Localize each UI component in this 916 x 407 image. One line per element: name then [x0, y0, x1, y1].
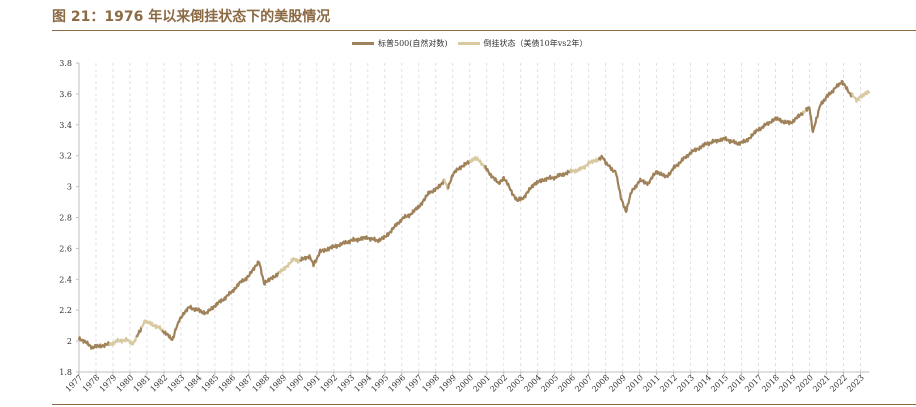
x-tick-label: 2021 — [811, 373, 832, 394]
series-line-sp500 — [447, 159, 471, 189]
series-line-sp500 — [136, 325, 143, 338]
series-line-sp500 — [77, 336, 111, 350]
y-tick-label: 2.6 — [59, 244, 72, 253]
x-tick-label: 1985 — [200, 373, 221, 394]
x-tick-label: 1991 — [302, 373, 323, 394]
x-tick-label: 2020 — [794, 373, 815, 394]
series-line-sp500 — [484, 165, 572, 202]
y-tick-label: 2.8 — [59, 214, 72, 223]
legend-label-sp500: 标普500(自然对数) — [378, 39, 448, 48]
x-tick-label: 2012 — [658, 373, 679, 394]
series-line-inverted — [851, 89, 871, 103]
series-line-sp500 — [161, 260, 281, 341]
x-tick-label: 1992 — [318, 373, 339, 394]
x-tick-label: 2011 — [641, 373, 662, 394]
x-tick-label: 1981 — [132, 373, 153, 394]
y-tick-label: 3.4 — [59, 121, 72, 130]
legend-swatch-sp500 — [352, 42, 374, 45]
x-tick-label: 2010 — [624, 373, 645, 394]
legend-swatch-inverted — [457, 42, 480, 45]
x-tick-label: 1983 — [166, 373, 187, 394]
x-tick-label: 1987 — [234, 373, 255, 394]
x-tick-label: 2003 — [505, 373, 526, 394]
y-tick-label: 3.2 — [59, 152, 72, 161]
series-lines — [77, 79, 871, 350]
series-line-inverted — [443, 178, 450, 191]
x-tick-label: 2001 — [471, 373, 492, 394]
x-tick-label: 1989 — [268, 373, 289, 394]
legend-label-inverted: 倒挂状态（美债10年vs2年） — [483, 39, 588, 48]
legend-item-inverted: 倒挂状态（美债10年vs2年） — [457, 38, 588, 49]
y-tick-label: 2.2 — [59, 306, 72, 315]
x-tick-label: 1997 — [403, 373, 424, 394]
series-line-inverted — [140, 319, 164, 333]
title-rule — [52, 30, 916, 31]
x-tick-label: 2009 — [607, 373, 628, 394]
x-tick-label: 1979 — [98, 373, 119, 394]
legend-item-sp500: 标普500(自然对数) — [352, 38, 448, 49]
y-tick-label: 3.6 — [59, 90, 72, 99]
x-tick-label: 2007 — [573, 373, 594, 394]
y-axis: 1.8 2 2.2 2.4 2.6 2.8 3 3.2 3.4 3.6 3.8 — [59, 59, 80, 377]
x-tick-label: 2023 — [845, 373, 866, 394]
y-tick-label: 2.4 — [59, 275, 72, 284]
x-tick-label: 1993 — [335, 373, 356, 394]
x-tick-label: 1994 — [352, 373, 373, 394]
x-tick-label: 1999 — [437, 373, 458, 394]
page-title: 图 21：1976 年以来倒挂状态下的美股情况 — [52, 9, 331, 25]
x-tick-label: 1982 — [149, 373, 170, 394]
y-tick-label: 3.8 — [59, 59, 72, 68]
x-tick-label: 1996 — [386, 373, 407, 394]
x-tick-label: 1978 — [81, 373, 102, 394]
x-tick-label: 2002 — [488, 373, 509, 394]
series-line-inverted — [468, 155, 487, 170]
y-tick-label: 1.8 — [59, 368, 72, 377]
x-tick-label: 2013 — [675, 373, 696, 394]
x-tick-label: 2008 — [590, 373, 611, 394]
series-line-inverted — [278, 257, 302, 274]
x-tick-label: 2004 — [522, 373, 543, 394]
x-tick-label: 1988 — [251, 373, 272, 394]
x-tick-label: 2017 — [743, 373, 764, 394]
x-tick-label: 2000 — [454, 373, 475, 394]
series-line-inverted — [569, 157, 601, 174]
x-tick-label: 1998 — [420, 373, 441, 394]
series-line-sp500 — [597, 110, 805, 213]
series-line-sp500 — [805, 79, 854, 134]
x-tick-label: 2006 — [556, 373, 577, 394]
series-line-inverted — [108, 334, 139, 347]
x-tick-label: 2005 — [539, 373, 560, 394]
x-tick-label: 2014 — [692, 373, 713, 394]
y-tick-label: 3 — [67, 183, 72, 192]
footer-rule — [52, 404, 916, 405]
x-axis: 1977197819791980198119821983198419851986… — [64, 371, 869, 394]
x-tick-label: 2019 — [777, 373, 798, 394]
x-tick-label: 1984 — [183, 373, 204, 394]
chart-legend: 标普500(自然对数) 倒挂状态（美债10年vs2年） — [352, 38, 597, 49]
x-tick-label: 1990 — [285, 373, 306, 394]
x-tick-label: 1980 — [115, 373, 136, 394]
grid-lines — [78, 63, 861, 372]
x-tick-label: 1995 — [369, 373, 390, 394]
x-tick-label: 2016 — [726, 373, 747, 394]
x-tick-label: 2015 — [709, 373, 730, 394]
series-line-sp500 — [299, 178, 446, 268]
x-tick-label: 1986 — [217, 373, 238, 394]
y-tick-label: 2 — [67, 337, 72, 346]
x-tick-label: 2018 — [760, 373, 781, 394]
x-tick-label: 2022 — [828, 373, 849, 394]
